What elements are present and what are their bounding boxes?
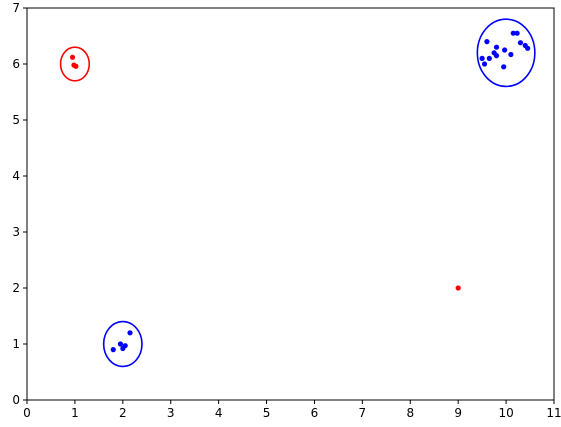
y-tick-label: 6	[12, 57, 20, 71]
y-tick-label: 2	[12, 281, 20, 295]
data-point-s0-16	[117, 341, 124, 347]
data-point-s0-10	[510, 30, 516, 36]
axis-ticks: 0 1 2 3 4 5 6 7 8 9 10 11 0 1 2 3 4 5 6 7	[12, 1, 561, 420]
y-tick-label: 1	[12, 337, 20, 351]
data-point-s0-5	[493, 44, 500, 50]
x-tick-label: 3	[167, 406, 175, 420]
x-tick-label: 7	[359, 406, 367, 420]
data-point-s0-6	[493, 53, 500, 59]
x-tick-label: 5	[263, 406, 271, 420]
data-points	[69, 30, 531, 353]
x-tick-label: 6	[311, 406, 319, 420]
data-point-s0-1	[481, 61, 488, 67]
y-tick-label: 7	[12, 1, 20, 15]
plot-frame	[26, 7, 555, 401]
y-tick-label: 4	[12, 169, 20, 183]
cluster-ellipse-2	[59, 46, 91, 82]
data-point-s0-11	[514, 30, 520, 36]
data-point-s0-12	[517, 40, 524, 46]
cluster-ellipses	[59, 18, 536, 368]
x-tick-label: 2	[119, 406, 127, 420]
y-tick-label: 5	[12, 113, 20, 127]
y-tick-label: 0	[12, 393, 20, 407]
x-tick-label: 0	[23, 406, 31, 420]
cluster-ellipse-1	[102, 320, 143, 368]
data-point-s1-2	[73, 63, 79, 69]
data-point-s0-15	[110, 347, 116, 353]
data-point-s0-3	[486, 55, 492, 62]
x-tick-label: 11	[546, 406, 561, 420]
x-tick-label: 1	[71, 406, 79, 420]
cluster-ellipse-0	[476, 18, 536, 88]
x-tick-label: 8	[406, 406, 414, 420]
x-tick-label: 9	[454, 406, 462, 420]
x-tick-label: 4	[215, 406, 223, 420]
data-point-s0-8	[502, 47, 508, 53]
data-point-s0-18	[122, 343, 128, 349]
data-point-s0-9	[508, 51, 514, 58]
data-point-s0-7	[501, 64, 507, 70]
x-tick-label: 10	[498, 406, 513, 420]
data-point-s0-0	[479, 55, 485, 62]
data-point-s0-19	[127, 330, 133, 336]
y-tick-label: 3	[12, 225, 20, 239]
data-point-s1-3	[455, 285, 461, 291]
data-point-s1-0	[69, 54, 76, 60]
data-point-s0-2	[484, 39, 490, 45]
data-point-s0-14	[525, 45, 531, 51]
